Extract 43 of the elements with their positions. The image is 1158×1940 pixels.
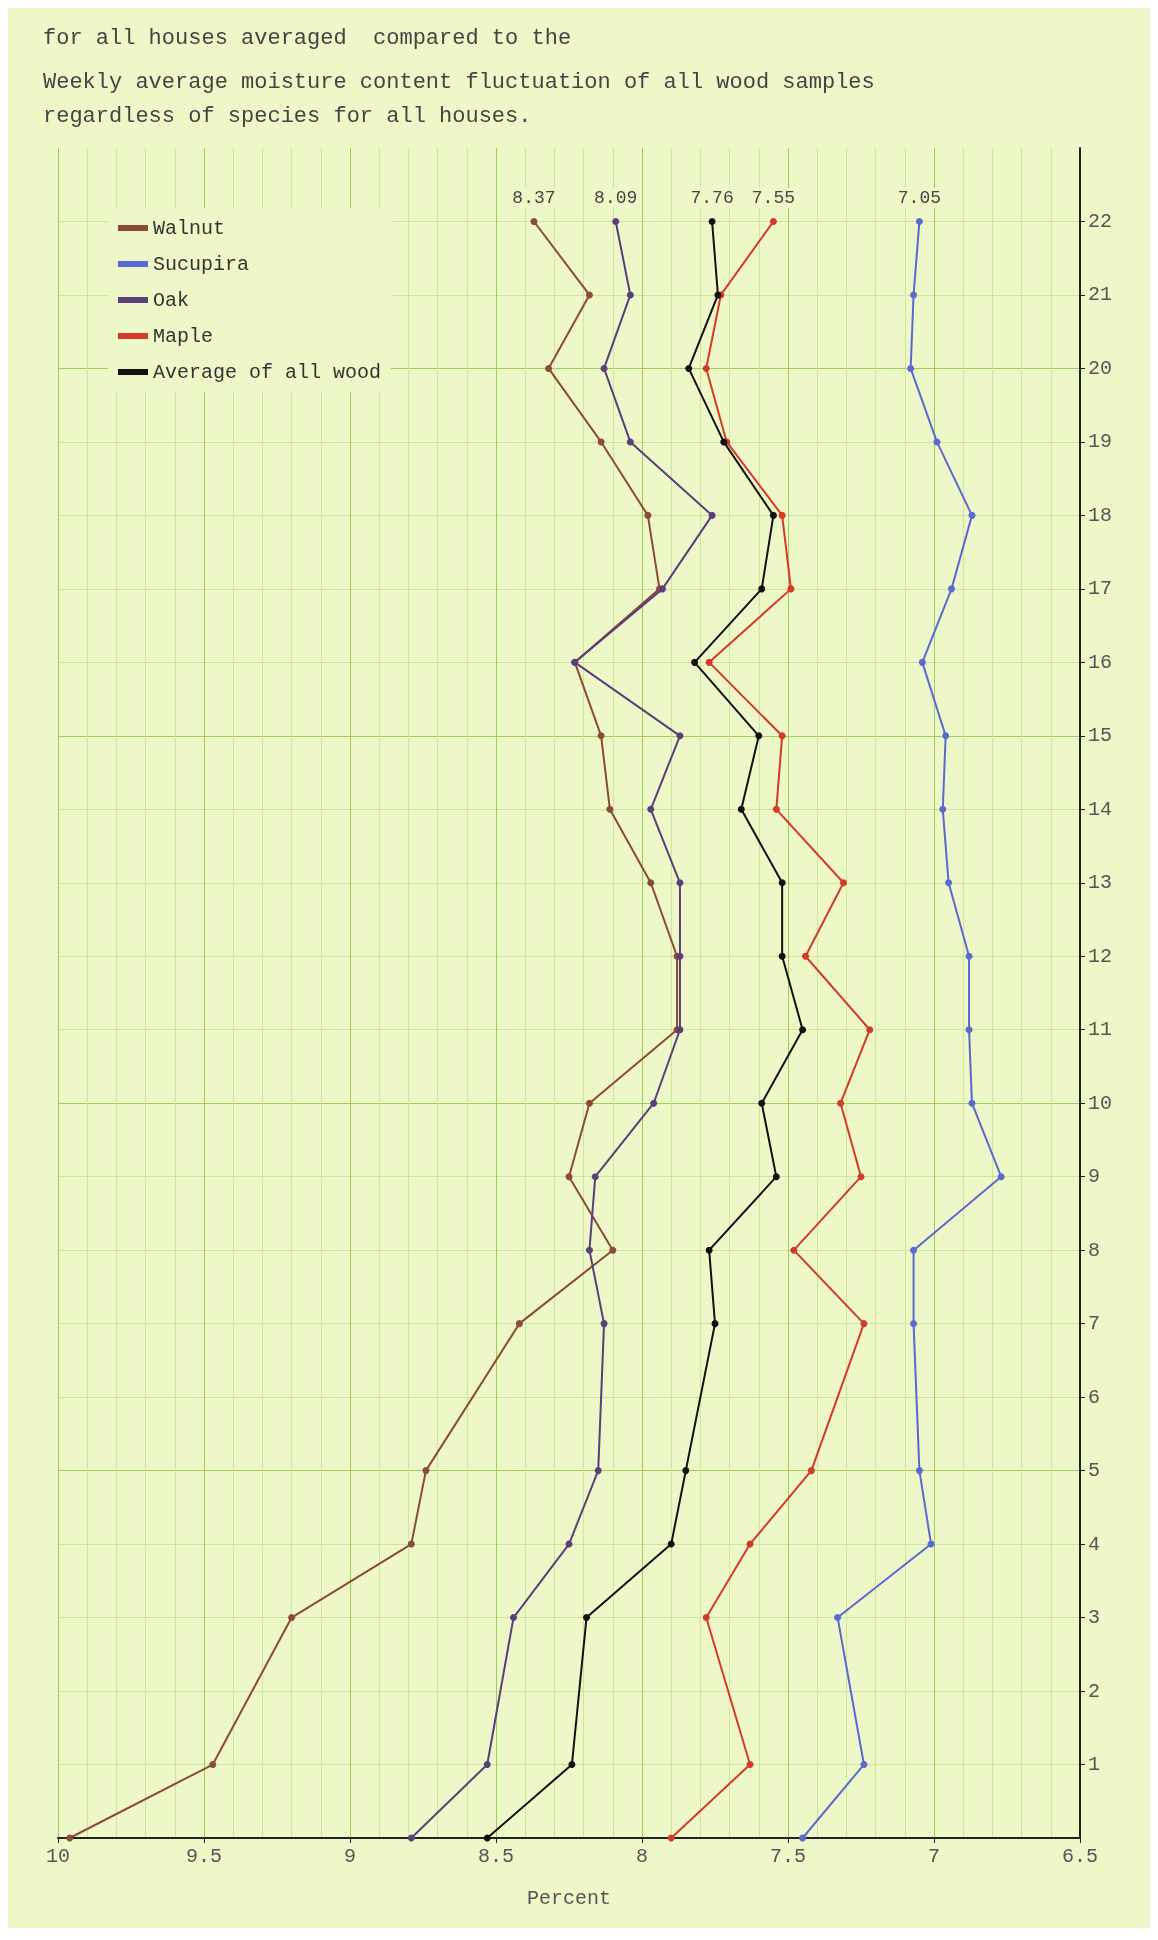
- y-tick-label: 7: [1088, 1312, 1101, 1336]
- legend-label: Average of all wood: [153, 360, 382, 384]
- x-tick-label: 10: [45, 1844, 71, 1868]
- y-tick-label: 17: [1088, 577, 1113, 601]
- y-tick-label: 15: [1088, 724, 1113, 748]
- y-tick-label: 1: [1088, 1753, 1101, 1777]
- legend-label: Maple: [153, 324, 214, 348]
- y-tick-label: 3: [1088, 1606, 1101, 1630]
- y-tick-label: 5: [1088, 1459, 1101, 1483]
- y-tick-label: 10: [1088, 1091, 1113, 1115]
- y-tick-label: 19: [1088, 430, 1113, 454]
- y-tick-label: 20: [1088, 356, 1113, 380]
- y-tick-label: 11: [1088, 1018, 1113, 1042]
- y-tick-label: 8: [1088, 1238, 1101, 1262]
- x-tick-label: 8.5: [477, 1844, 515, 1868]
- y-tick-label: 6: [1088, 1385, 1101, 1409]
- y-tick-label: 12: [1088, 944, 1113, 968]
- data-label: 7.55: [751, 187, 796, 208]
- y-tick-label: 18: [1088, 503, 1113, 527]
- chart-title: for all houses averaged compared to the: [43, 25, 572, 51]
- y-tick-label: 22: [1088, 209, 1113, 233]
- chart-subtitle: Weekly average moisture content fluctuation of all wood samples regardless of species for all houses.: [43, 69, 875, 129]
- y-tick-label: 14: [1088, 797, 1113, 821]
- y-tick-label: 2: [1088, 1679, 1101, 1703]
- legend-label: Oak: [153, 288, 190, 312]
- x-tick-label: 6.5: [1061, 1844, 1099, 1868]
- x-tick-label: 7.5: [769, 1844, 807, 1868]
- y-tick-label: 21: [1088, 283, 1113, 307]
- data-label: 7.05: [897, 187, 942, 208]
- legend-label: Sucupira: [153, 252, 250, 276]
- y-tick-label: 9: [1088, 1165, 1101, 1189]
- data-label: 8.09: [594, 187, 638, 208]
- x-tick-label: 8: [635, 1844, 649, 1868]
- data-label: 8.37: [512, 187, 556, 208]
- x-tick-label: 9.5: [185, 1844, 223, 1868]
- y-tick-label: 13: [1088, 871, 1113, 895]
- y-tick-label: 4: [1088, 1532, 1101, 1556]
- legend-label: Walnut: [153, 216, 226, 240]
- y-tick-label: 16: [1088, 650, 1113, 674]
- x-tick-label: 7: [927, 1844, 941, 1868]
- x-tick-label: 9: [343, 1844, 357, 1868]
- data-label: 7.76: [690, 187, 734, 208]
- x-axis-title: Percent: [526, 1886, 612, 1910]
